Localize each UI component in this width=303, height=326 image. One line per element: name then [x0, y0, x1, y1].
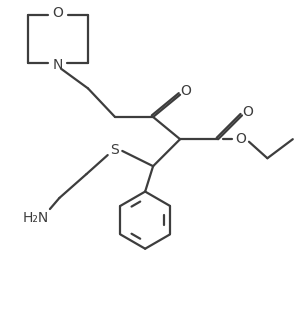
Text: O: O	[242, 105, 253, 119]
Text: O: O	[235, 132, 246, 146]
Text: O: O	[52, 6, 63, 20]
Text: H₂N: H₂N	[22, 211, 49, 225]
Text: S: S	[111, 143, 119, 157]
Text: N: N	[53, 58, 63, 72]
Text: O: O	[180, 84, 191, 98]
